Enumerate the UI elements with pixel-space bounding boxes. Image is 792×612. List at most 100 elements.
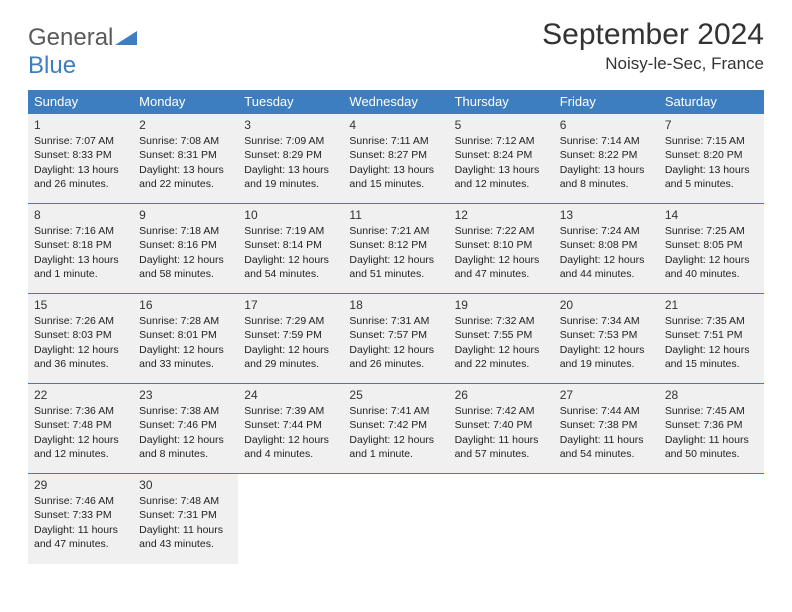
day-number: 3 xyxy=(244,117,337,133)
day-number: 13 xyxy=(560,207,653,223)
daylight-text: Daylight: 12 hours and 19 minutes. xyxy=(560,343,653,371)
sunset-text: Sunset: 8:03 PM xyxy=(34,328,127,342)
daylight-text: Daylight: 13 hours and 12 minutes. xyxy=(455,163,548,191)
calendar-day-cell: 13Sunrise: 7:24 AMSunset: 8:08 PMDayligh… xyxy=(554,204,659,294)
sunrise-text: Sunrise: 7:31 AM xyxy=(349,314,442,328)
sunrise-text: Sunrise: 7:07 AM xyxy=(34,134,127,148)
sunset-text: Sunset: 7:57 PM xyxy=(349,328,442,342)
calendar-day-cell: 30Sunrise: 7:48 AMSunset: 7:31 PMDayligh… xyxy=(133,474,238,564)
day-number: 11 xyxy=(349,207,442,223)
sunset-text: Sunset: 7:59 PM xyxy=(244,328,337,342)
calendar-day-cell: 7Sunrise: 7:15 AMSunset: 8:20 PMDaylight… xyxy=(659,114,764,204)
daylight-text: Daylight: 12 hours and 1 minute. xyxy=(349,433,442,461)
daylight-text: Daylight: 13 hours and 19 minutes. xyxy=(244,163,337,191)
calendar-day-cell: 27Sunrise: 7:44 AMSunset: 7:38 PMDayligh… xyxy=(554,384,659,474)
day-number: 7 xyxy=(665,117,758,133)
sunrise-text: Sunrise: 7:41 AM xyxy=(349,404,442,418)
calendar-day-cell: 26Sunrise: 7:42 AMSunset: 7:40 PMDayligh… xyxy=(449,384,554,474)
day-number: 8 xyxy=(34,207,127,223)
daylight-text: Daylight: 13 hours and 15 minutes. xyxy=(349,163,442,191)
daylight-text: Daylight: 13 hours and 5 minutes. xyxy=(665,163,758,191)
calendar-empty-cell xyxy=(343,474,448,564)
day-number: 14 xyxy=(665,207,758,223)
calendar-week: 1Sunrise: 7:07 AMSunset: 8:33 PM Daylight… xyxy=(28,114,764,204)
sunset-text: Sunset: 8:05 PM xyxy=(665,238,758,252)
daylight-text: Daylight: 12 hours and 54 minutes. xyxy=(244,253,337,281)
daylight-text: Daylight: 13 hours and 8 minutes. xyxy=(560,163,653,191)
calendar-empty-cell xyxy=(659,474,764,564)
sunset-text: Sunset: 7:40 PM xyxy=(455,418,548,432)
sunrise-text: Sunrise: 7:44 AM xyxy=(560,404,653,418)
calendar-week: 8Sunrise: 7:16 AMSunset: 8:18 PMDaylight… xyxy=(28,204,764,294)
header: GeneralBlue September 2024 Noisy-le-Sec,… xyxy=(28,18,764,80)
sunrise-text: Sunrise: 7:39 AM xyxy=(244,404,337,418)
calendar-day-cell: 29Sunrise: 7:46 AMSunset: 7:33 PMDayligh… xyxy=(28,474,133,564)
logo-word2: Blue xyxy=(28,52,76,79)
daylight-text: Daylight: 12 hours and 22 minutes. xyxy=(455,343,548,371)
sunset-text: Sunset: 8:27 PM xyxy=(349,148,442,162)
calendar-day-cell: 28Sunrise: 7:45 AMSunset: 7:36 PMDayligh… xyxy=(659,384,764,474)
day-number: 27 xyxy=(560,387,653,403)
sunrise-text: Sunrise: 7:08 AM xyxy=(139,134,232,148)
logo: GeneralBlue xyxy=(28,24,137,80)
calendar-week: 22Sunrise: 7:36 AMSunset: 7:48 PMDayligh… xyxy=(28,384,764,474)
calendar-day-cell: 17Sunrise: 7:29 AMSunset: 7:59 PMDayligh… xyxy=(238,294,343,384)
title-block: September 2024 Noisy-le-Sec, France xyxy=(542,18,764,74)
day-header: Thursday xyxy=(449,90,554,114)
sunset-text: Sunset: 7:48 PM xyxy=(34,418,127,432)
sunset-text: Sunset: 7:53 PM xyxy=(560,328,653,342)
day-header-row: SundayMondayTuesdayWednesdayThursdayFrid… xyxy=(28,90,764,114)
calendar-day-cell: 23Sunrise: 7:38 AMSunset: 7:46 PMDayligh… xyxy=(133,384,238,474)
logo-triangle-icon xyxy=(115,24,137,52)
sunset-text: Sunset: 8:12 PM xyxy=(349,238,442,252)
calendar-day-cell: 3Sunrise: 7:09 AMSunset: 8:29 PMDaylight… xyxy=(238,114,343,204)
day-number: 23 xyxy=(139,387,232,403)
sunrise-text: Sunrise: 7:25 AM xyxy=(665,224,758,238)
day-number: 18 xyxy=(349,297,442,313)
daylight-text: Daylight: 12 hours and 15 minutes. xyxy=(665,343,758,371)
day-number: 19 xyxy=(455,297,548,313)
calendar-week: 29Sunrise: 7:46 AMSunset: 7:33 PMDayligh… xyxy=(28,474,764,564)
daylight-text: Daylight: 12 hours and 58 minutes. xyxy=(139,253,232,281)
daylight-text: Daylight: 12 hours and 4 minutes. xyxy=(244,433,337,461)
day-number: 4 xyxy=(349,117,442,133)
calendar-day-cell: 20Sunrise: 7:34 AMSunset: 7:53 PMDayligh… xyxy=(554,294,659,384)
sunset-text: Sunset: 8:24 PM xyxy=(455,148,548,162)
calendar-day-cell: 9Sunrise: 7:18 AMSunset: 8:16 PMDaylight… xyxy=(133,204,238,294)
sunrise-text: Sunrise: 7:46 AM xyxy=(34,494,127,508)
sunset-text: Sunset: 8:18 PM xyxy=(34,238,127,252)
sunset-text: Sunset: 8:33 PM xyxy=(34,148,127,162)
day-header: Friday xyxy=(554,90,659,114)
calendar-day-cell: 12Sunrise: 7:22 AMSunset: 8:10 PMDayligh… xyxy=(449,204,554,294)
sunset-text: Sunset: 7:46 PM xyxy=(139,418,232,432)
sunset-text: Sunset: 7:51 PM xyxy=(665,328,758,342)
daylight-text: Daylight: 12 hours and 40 minutes. xyxy=(665,253,758,281)
sunrise-text: Sunrise: 7:48 AM xyxy=(139,494,232,508)
sunrise-text: Sunrise: 7:38 AM xyxy=(139,404,232,418)
sunrise-text: Sunrise: 7:45 AM xyxy=(665,404,758,418)
sunset-text: Sunset: 8:22 PM xyxy=(560,148,653,162)
calendar-day-cell: 14Sunrise: 7:25 AMSunset: 8:05 PMDayligh… xyxy=(659,204,764,294)
daylight-text: Daylight: 12 hours and 33 minutes. xyxy=(139,343,232,371)
sunrise-text: Sunrise: 7:42 AM xyxy=(455,404,548,418)
day-number: 17 xyxy=(244,297,337,313)
sunrise-text: Sunrise: 7:12 AM xyxy=(455,134,548,148)
daylight-text: Daylight: 11 hours and 57 minutes. xyxy=(455,433,548,461)
daylight-text: Daylight: 11 hours and 54 minutes. xyxy=(560,433,653,461)
daylight-text: Daylight: 12 hours and 47 minutes. xyxy=(455,253,548,281)
month-title: September 2024 xyxy=(542,18,764,52)
calendar-day-cell: 1Sunrise: 7:07 AMSunset: 8:33 PMDaylight… xyxy=(28,114,133,204)
sunrise-text: Sunrise: 7:22 AM xyxy=(455,224,548,238)
day-number: 30 xyxy=(139,477,232,493)
calendar-week: 15Sunrise: 7:26 AMSunset: 8:03 PMDayligh… xyxy=(28,294,764,384)
calendar-day-cell: 5Sunrise: 7:12 AMSunset: 8:24 PMDaylight… xyxy=(449,114,554,204)
sunset-text: Sunset: 7:33 PM xyxy=(34,508,127,522)
calendar-day-cell: 22Sunrise: 7:36 AMSunset: 7:48 PMDayligh… xyxy=(28,384,133,474)
day-number: 20 xyxy=(560,297,653,313)
day-number: 10 xyxy=(244,207,337,223)
day-number: 26 xyxy=(455,387,548,403)
day-number: 1 xyxy=(34,117,127,133)
calendar-day-cell: 4Sunrise: 7:11 AMSunset: 8:27 PMDaylight… xyxy=(343,114,448,204)
calendar-day-cell: 8Sunrise: 7:16 AMSunset: 8:18 PMDaylight… xyxy=(28,204,133,294)
daylight-text: Daylight: 11 hours and 43 minutes. xyxy=(139,523,232,551)
